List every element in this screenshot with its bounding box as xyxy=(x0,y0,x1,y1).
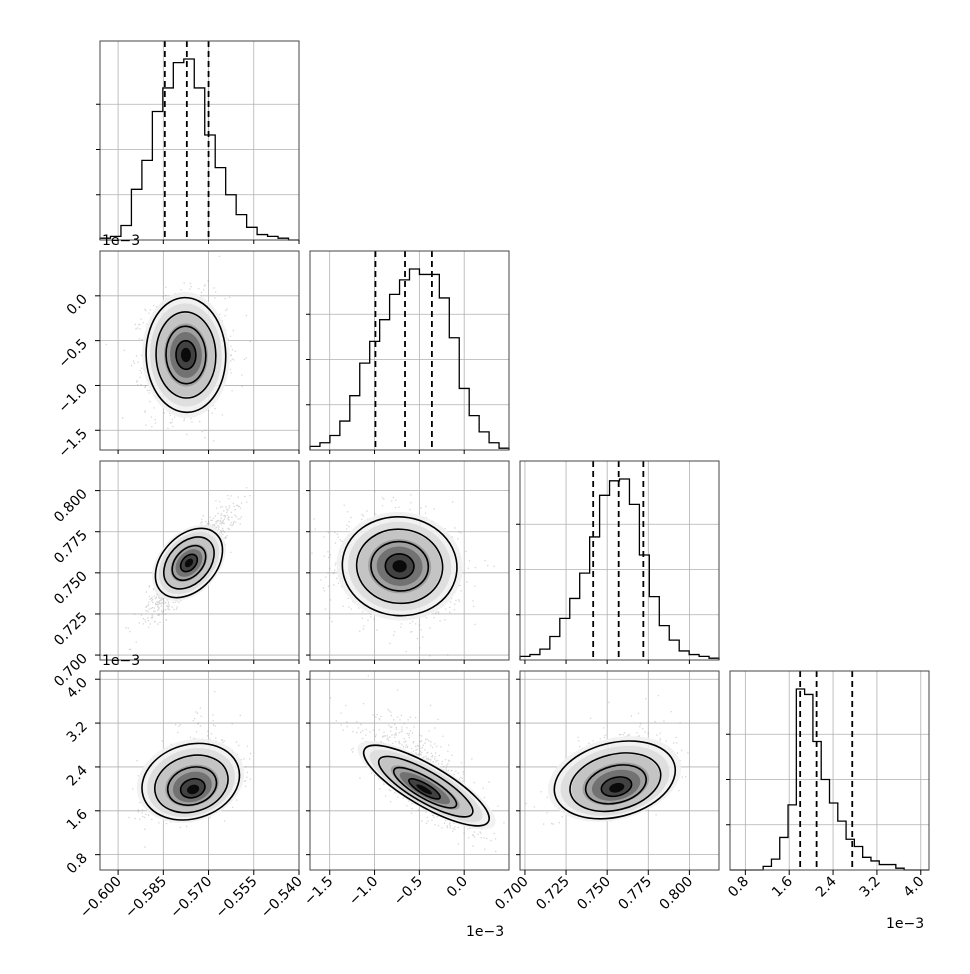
density-level xyxy=(187,784,200,795)
panel-content xyxy=(310,461,509,660)
contour-line xyxy=(155,311,217,399)
y-tick-label: 0.0 xyxy=(64,291,91,318)
scatter-panel-3-2 xyxy=(519,670,720,871)
contour-line xyxy=(165,325,207,385)
contour-line xyxy=(377,755,474,818)
panel-content xyxy=(520,671,719,870)
panel-frame xyxy=(99,670,300,871)
y-tick-label: 0.800 xyxy=(51,486,91,526)
panel-frame xyxy=(519,460,720,661)
y-tick-label: 0.8 xyxy=(64,850,91,877)
histogram-step xyxy=(730,688,929,871)
density-level xyxy=(180,347,191,363)
panel-frame xyxy=(519,670,720,871)
x-tick-label: 0.750 xyxy=(574,874,614,914)
density-level xyxy=(416,784,433,795)
x-tick-label: 0.8 xyxy=(725,874,752,901)
panel-content xyxy=(310,671,509,870)
scatter-panel-3-0 xyxy=(99,670,300,871)
contour-line xyxy=(362,744,490,827)
x-tick-label: −0.585 xyxy=(122,874,170,922)
contour-line xyxy=(175,339,197,371)
x-tick-label: −1.5 xyxy=(301,874,336,909)
histogram-step xyxy=(99,58,299,241)
offset-label-row1: 1e−3 xyxy=(102,233,140,249)
y-tick-label: 3.2 xyxy=(64,719,91,746)
density-level xyxy=(609,782,625,793)
contour-line xyxy=(600,776,633,798)
x-tick-label: −0.5 xyxy=(391,874,426,909)
density-level xyxy=(392,560,407,573)
x-tick-label: 0.700 xyxy=(492,874,532,914)
panel-frame xyxy=(309,670,510,871)
x-tick-label: −0.555 xyxy=(213,874,261,922)
x-tick-label: −0.540 xyxy=(258,874,306,922)
y-tick-label: 0.725 xyxy=(51,609,91,649)
panel-frame xyxy=(99,40,300,241)
offset-label-col3: 1e−3 xyxy=(886,916,924,932)
histogram-step xyxy=(309,268,510,450)
x-tick-label: 1.6 xyxy=(769,873,796,900)
panel-content xyxy=(100,671,299,870)
x-tick-label: −0.600 xyxy=(77,874,125,922)
contour-line xyxy=(179,553,199,573)
contour-line xyxy=(154,754,229,814)
panel-content xyxy=(100,461,299,660)
panel-frame xyxy=(309,460,510,661)
contour-line xyxy=(145,296,227,414)
y-tick-label: 1.6 xyxy=(64,806,91,833)
y-tick-label: 2.4 xyxy=(64,762,91,789)
histogram-step xyxy=(519,478,720,660)
x-tick-label: 2.4 xyxy=(813,873,840,900)
x-tick-label: 0.775 xyxy=(615,874,655,914)
contour-line xyxy=(341,516,458,617)
panel-frame xyxy=(729,670,930,871)
contour-line xyxy=(179,777,206,799)
y-tick-label: −1.5 xyxy=(55,426,90,461)
y-tick-label: −1.0 xyxy=(55,381,90,416)
contour-line xyxy=(370,540,430,592)
y-tick-label: 0.775 xyxy=(51,527,91,567)
contour-line xyxy=(584,764,647,805)
scatter-panel-2-0 xyxy=(99,460,300,661)
histogram-panel-0 xyxy=(96,40,300,241)
y-tick-label: −0.5 xyxy=(55,336,90,371)
histogram-panel-2 xyxy=(516,460,720,661)
offset-label-row3: 1e−3 xyxy=(102,653,140,669)
scatter-panel-3-1 xyxy=(309,670,510,871)
histogram-panel-1 xyxy=(306,250,510,451)
contour-line xyxy=(384,553,415,580)
histogram-panel-3 xyxy=(726,670,930,871)
y-axis-1: −1.5 −1.0 −0.5 0.0 xyxy=(55,291,100,461)
contour-line xyxy=(163,536,215,590)
contour-line xyxy=(355,528,444,605)
x-tick-label: 3.2 xyxy=(857,874,884,901)
contour-line xyxy=(392,766,458,809)
panel-frame xyxy=(99,460,300,661)
panel-frame xyxy=(309,250,510,451)
offset-label-col1: 1e−3 xyxy=(466,924,504,940)
contour-line xyxy=(166,766,218,807)
panel-content xyxy=(100,251,299,450)
x-tick-label: −0.570 xyxy=(167,874,215,922)
contour-line xyxy=(154,527,224,599)
y-tick-label: 0.750 xyxy=(51,568,91,608)
contour-line xyxy=(569,752,662,813)
contour-line xyxy=(407,778,441,800)
panel-frame xyxy=(99,250,300,451)
x-tick-label: 0.0 xyxy=(444,874,471,901)
contour-line xyxy=(171,544,207,582)
contour-line xyxy=(141,742,241,821)
contour-line xyxy=(553,740,677,820)
x-tick-label: −1.0 xyxy=(346,874,381,909)
x-tick-label: 0.725 xyxy=(533,874,573,914)
x-axis-3: 0.8 1.6 2.4 3.2 4.0 xyxy=(725,870,928,901)
scatter-panel-2-1 xyxy=(309,460,510,661)
x-tick-label: 0.800 xyxy=(657,874,697,914)
x-tick-label: 4.0 xyxy=(901,874,928,901)
scatter-panel-1-0 xyxy=(99,250,300,451)
density-level xyxy=(184,558,194,568)
